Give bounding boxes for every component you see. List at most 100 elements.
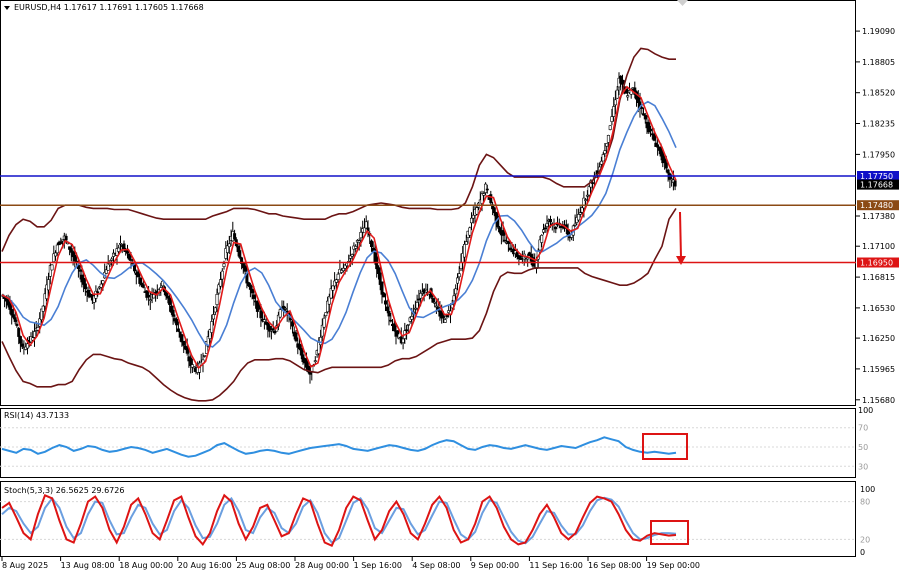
candle-body [273, 330, 277, 334]
candle-body [648, 128, 652, 132]
stoch-level-label: 100 [860, 485, 875, 494]
candle-body [299, 347, 303, 356]
stoch-highlight-box [650, 520, 689, 545]
candle-body [117, 247, 121, 252]
candle-body [343, 264, 347, 269]
candle-body [608, 125, 612, 130]
candle-body [601, 154, 605, 162]
stoch-level-label: 80 [860, 498, 870, 507]
candle-body [548, 219, 552, 223]
candle-body [455, 277, 459, 284]
candle-body [417, 298, 421, 301]
candle-body [122, 243, 126, 250]
candle-body [348, 255, 352, 259]
candle-body [82, 277, 86, 285]
rsi-level-label: 30 [858, 462, 868, 471]
time-tick-label: 8 Aug 2025 [2, 561, 48, 570]
candle-body [182, 340, 186, 346]
candle-body [484, 183, 488, 193]
time-tick-label: 19 Sep 00:00 [647, 561, 700, 570]
candle-body [247, 282, 251, 287]
candle-body [664, 162, 668, 169]
candle-body [610, 116, 614, 122]
candle-body [396, 330, 400, 335]
candle-body [294, 332, 298, 342]
candle-body [383, 300, 387, 305]
candle-body [127, 253, 131, 260]
candle-body [320, 324, 324, 337]
candle-body [87, 289, 91, 297]
candle-body [480, 193, 484, 204]
candle-body [526, 257, 530, 260]
candle-body [652, 133, 656, 141]
candle-body [333, 280, 337, 287]
candle-body [468, 227, 472, 236]
candle-body [215, 293, 219, 305]
chart-menu-arrow-icon[interactable] [4, 6, 10, 10]
candle-body [422, 289, 426, 294]
candle-body [319, 336, 323, 345]
candle-body [415, 302, 419, 309]
candle-body [577, 214, 581, 221]
candle-body [578, 212, 582, 215]
candle-body [327, 296, 331, 305]
time-tick-label: 4 Sep 08:00 [412, 561, 460, 570]
candle-body [175, 318, 179, 326]
time-tick-label: 25 Aug 08:00 [236, 561, 290, 570]
candle-body [166, 295, 170, 299]
candle-body [424, 288, 428, 291]
price-tick-label: 1.16530 [862, 304, 895, 313]
candle-body [606, 135, 610, 143]
candle-body [482, 193, 486, 196]
candle-body [148, 299, 152, 302]
candle-body [656, 144, 660, 148]
candle-body [59, 241, 63, 244]
down-arrow-head-icon [676, 256, 686, 265]
candle-body [641, 113, 645, 116]
candle-body [334, 279, 338, 283]
candle-body [469, 217, 473, 224]
candle-body [168, 297, 172, 305]
upper-bollinger-band [1, 47, 676, 252]
candle-body [359, 232, 363, 239]
candle-body [119, 243, 123, 245]
candle-body [443, 319, 447, 323]
candle-body [248, 284, 252, 290]
candle-body [392, 323, 396, 332]
candle-body [53, 252, 57, 257]
candle-body [663, 158, 667, 163]
stoch-level-label: 0 [860, 548, 865, 557]
candle-body [64, 235, 68, 241]
stoch-level-label: 20 [860, 535, 870, 544]
rsi-header: RSI(14) 43.7133 [4, 411, 69, 420]
candle-body [584, 199, 588, 201]
price-tick-label: 1.18235 [862, 120, 895, 129]
candle-body [25, 343, 29, 349]
candle-body [185, 347, 189, 354]
candle-body [501, 230, 505, 236]
stoch-panel-frame [0, 481, 856, 557]
price-line-label-bg [857, 171, 899, 181]
candle-body [410, 316, 414, 320]
candle-body [13, 317, 17, 322]
price-line-label-bg [857, 257, 899, 268]
candle-body [382, 292, 386, 298]
candle-body [378, 272, 382, 285]
price-tick-label: 1.18805 [862, 58, 895, 67]
candle-body [104, 269, 108, 274]
price-tick-label: 1.15965 [862, 365, 895, 374]
candle-body [18, 336, 22, 344]
candle-body [498, 227, 502, 233]
candle-body [666, 169, 670, 174]
candle-body [380, 281, 384, 295]
rsi-level-label: 70 [858, 424, 868, 433]
time-tick-label: 11 Sep 16:00 [529, 561, 582, 570]
time-tick-label: 16 Sep 08:00 [588, 561, 641, 570]
stoch-header: Stoch(5,3,3) 26.5625 29.6726 [4, 486, 124, 495]
candle-body [176, 328, 180, 332]
candle-body [441, 315, 445, 319]
candle-body [226, 245, 230, 253]
candle-body [219, 279, 223, 287]
